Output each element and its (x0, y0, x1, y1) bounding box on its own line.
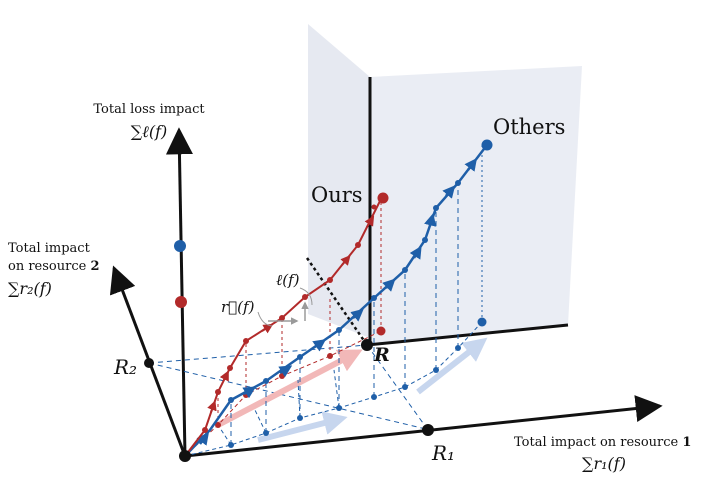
R1-label: R₁ (431, 441, 455, 465)
others-arrows (196, 158, 477, 446)
vector-decomposition (257, 287, 313, 327)
z-axis-red-point (175, 296, 187, 308)
R2-label: R₂ (113, 355, 137, 379)
x-axis-title: Total impact on resource 1 (514, 435, 691, 450)
z-axis (165, 127, 193, 457)
z-axis-formula: ∑ℓ(f) (131, 122, 168, 141)
R-label: R (373, 344, 390, 366)
origin-point (179, 450, 191, 462)
ours-floor-arrow (216, 349, 363, 428)
others-floor-arrow-2 (416, 337, 488, 395)
others-floor-projection (184, 321, 483, 457)
others-points (228, 139, 493, 403)
R-point (361, 339, 373, 351)
guide-lines (148, 344, 431, 431)
others-floor-points (228, 317, 487, 448)
budget-x-edge (366, 323, 569, 347)
z-axis-blue-point (174, 240, 186, 252)
budget-plane-right (370, 66, 582, 345)
z-axis-title: Total loss impact (93, 102, 205, 117)
ours-droplines (217, 199, 382, 425)
R1-point (422, 424, 434, 436)
ell-f-label: ℓ(f) (276, 271, 300, 289)
y-axis-formula: ∑r₂(f) (8, 279, 52, 298)
x-axis-formula: ∑r₁(f) (582, 454, 626, 473)
ours-points (202, 192, 389, 433)
budget-plane-left (308, 24, 370, 338)
ours-floor-projection (184, 330, 382, 457)
R2-point (144, 358, 154, 368)
y-axis-title-line2: on resource 2 (8, 259, 99, 274)
y-axis-title-line1: Total impact (8, 241, 91, 256)
r-vec-f-label: r⃗(f) (221, 298, 255, 316)
others-label: Others (493, 115, 565, 139)
ours-arrows (207, 215, 375, 413)
others-droplines (230, 145, 483, 445)
others-floor-arrow-1 (257, 411, 348, 443)
ours-label: Ours (311, 183, 363, 207)
